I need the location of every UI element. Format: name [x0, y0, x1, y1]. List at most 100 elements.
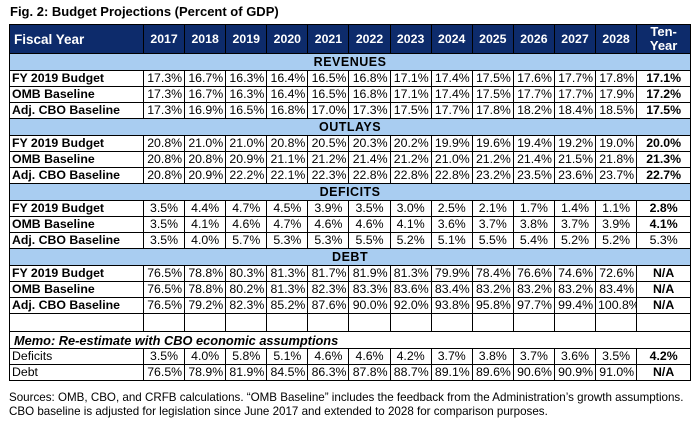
value-cell: 2.1% [471, 200, 514, 217]
header-year: 2023 [389, 24, 432, 54]
value-cell: 16.9% [184, 102, 227, 119]
value-cell: 18.5% [595, 102, 638, 119]
value-cell: 17.3% [348, 102, 391, 119]
value-cell: 21.0% [430, 151, 473, 168]
value-cell: 17.8% [471, 102, 514, 119]
value-cell: 82.3% [307, 281, 350, 298]
value-cell: 17.7% [553, 70, 597, 87]
value-cell: 17.4% [430, 86, 473, 103]
figure-title: Fig. 2: Budget Projections (Percent of G… [10, 4, 279, 19]
blank-cell [553, 313, 597, 332]
memo-title: Memo: Re-estimate with CBO economic assu… [8, 331, 692, 349]
row-label: Adj. CBO Baseline [9, 297, 144, 314]
value-cell: 16.5% [307, 70, 350, 87]
value-cell: 16.4% [266, 70, 309, 87]
value-cell: 81.7% [307, 265, 350, 282]
header-year: 2021 [307, 24, 350, 54]
value-cell: 81.3% [389, 265, 432, 282]
value-cell: 3.5% [142, 348, 186, 365]
ten-year-cell: 21.3% [636, 151, 692, 168]
value-cell: 20.2% [389, 135, 432, 152]
section-title: DEFICITS [8, 183, 692, 201]
value-cell: 19.6% [471, 135, 514, 152]
ten-year-cell: 17.1% [636, 70, 692, 87]
value-cell: 23.6% [553, 167, 597, 184]
header-ten-year-line2: Year [649, 38, 678, 53]
value-cell: 4.1% [184, 216, 227, 233]
value-cell: 85.2% [266, 297, 309, 314]
value-cell: 87.6% [307, 297, 350, 314]
header-year: 2026 [512, 24, 555, 54]
blank-cell [512, 313, 555, 332]
value-cell: 17.1% [389, 70, 432, 87]
row-label: OMB Baseline [9, 151, 144, 168]
table-row: FY 2019 Budget 20.8% 21.0% 21.0% 20.8% 20.5% 2… [9, 135, 692, 152]
value-cell: 17.5% [471, 86, 514, 103]
table-row: Adj. CBO Baseline 20.8% 20.9% 22.2% 22.1% 22.… [9, 167, 692, 184]
value-cell: 5.1% [430, 232, 473, 249]
value-cell: 83.2% [512, 281, 555, 298]
ten-year-cell: 20.0% [636, 135, 692, 152]
value-cell: 21.4% [512, 151, 555, 168]
blank-cell [266, 313, 309, 332]
section-title: OUTLAYS [8, 118, 692, 136]
value-cell: 5.2% [595, 232, 638, 249]
value-cell: 16.8% [348, 70, 391, 87]
value-cell: 17.6% [512, 70, 555, 87]
value-cell: 74.6% [553, 265, 597, 282]
header-year: 2024 [430, 24, 473, 54]
value-cell: 19.9% [430, 135, 473, 152]
blank-cell [225, 313, 268, 332]
value-cell: 81.9% [348, 265, 391, 282]
value-cell: 92.0% [389, 297, 432, 314]
value-cell: 76.5% [142, 265, 186, 282]
table-row: OMB Baseline 20.8% 20.8% 20.9% 21.1% 21.2% 21.… [9, 151, 692, 168]
value-cell: 3.6% [430, 216, 473, 233]
value-cell: 17.7% [553, 86, 597, 103]
value-cell: 17.3% [142, 70, 186, 87]
value-cell: 5.7% [225, 232, 268, 249]
section-title: REVENUES [8, 53, 692, 71]
value-cell: 16.3% [225, 70, 268, 87]
ten-year-cell: N/A [636, 265, 692, 282]
value-cell: 5.3% [266, 232, 309, 249]
row-label: FY 2019 Budget [9, 265, 144, 282]
ten-year-cell: 5.3% [636, 232, 692, 249]
blank-cell [9, 313, 144, 332]
value-cell: 22.1% [266, 167, 309, 184]
value-cell: 83.4% [595, 281, 638, 298]
value-cell: 21.1% [266, 151, 309, 168]
memo-header-row: Memo: Re-estimate with CBO economic assu… [8, 331, 692, 349]
blank-cell [142, 313, 186, 332]
blank-cell [595, 313, 638, 332]
header-year: 2025 [471, 24, 514, 54]
value-cell: 3.7% [471, 216, 514, 233]
table-row: OMB Baseline 3.5% 4.1% 4.6% 4.7% 4.6% 4.6% 4.1%… [9, 216, 692, 233]
value-cell: 76.5% [142, 297, 186, 314]
blank-cell [430, 313, 473, 332]
row-label: FY 2019 Budget [9, 70, 144, 87]
value-cell: 17.1% [389, 86, 432, 103]
table-row: FY 2019 Budget 3.5% 4.4% 4.7% 4.5% 3.9% 3.5% 3.… [9, 200, 692, 217]
value-cell: 97.7% [512, 297, 555, 314]
header-year: 2017 [142, 24, 186, 54]
value-cell: 17.5% [471, 70, 514, 87]
ten-year-cell: N/A [636, 364, 692, 381]
value-cell: 3.8% [471, 348, 514, 365]
ten-year-cell: 17.5% [636, 102, 692, 119]
value-cell: 21.4% [348, 151, 391, 168]
value-cell: 17.8% [595, 70, 638, 87]
value-cell: 2.5% [430, 200, 473, 217]
value-cell: 20.8% [266, 135, 309, 152]
blank-cell [307, 313, 350, 332]
value-cell: 1.4% [553, 200, 597, 217]
value-cell: 76.5% [142, 281, 186, 298]
blank-cell [389, 313, 432, 332]
value-cell: 3.7% [553, 216, 597, 233]
value-cell: 83.6% [389, 281, 432, 298]
header-year: 2020 [266, 24, 309, 54]
table-row: Adj. CBO Baseline 76.5% 79.2% 82.3% 85.2% 87.… [9, 297, 692, 314]
value-cell: 80.3% [225, 265, 268, 282]
row-label: OMB Baseline [9, 86, 144, 103]
header-year: 2019 [225, 24, 268, 54]
